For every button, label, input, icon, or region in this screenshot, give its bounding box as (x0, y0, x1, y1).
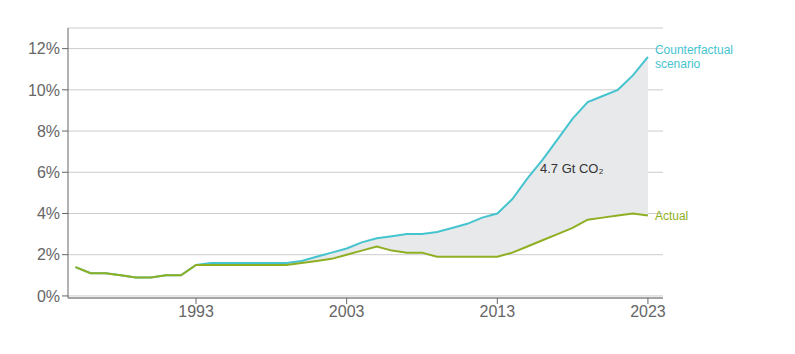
svg-text:0%: 0% (37, 288, 60, 305)
svg-text:2%: 2% (37, 246, 60, 263)
svg-text:6%: 6% (37, 164, 60, 181)
svg-text:Actual: Actual (655, 209, 688, 223)
svg-text:8%: 8% (37, 123, 60, 140)
svg-text:1993: 1993 (178, 303, 214, 320)
svg-text:Counterfactualscenario: Counterfactualscenario (655, 43, 733, 71)
svg-text:4%: 4% (37, 205, 60, 222)
svg-text:2003: 2003 (329, 303, 365, 320)
svg-text:4.7 Gt CO₂: 4.7 Gt CO₂ (540, 161, 604, 176)
svg-text:2013: 2013 (480, 303, 516, 320)
svg-text:10%: 10% (28, 82, 60, 99)
svg-text:2023: 2023 (630, 303, 666, 320)
svg-text:12%: 12% (28, 40, 60, 57)
